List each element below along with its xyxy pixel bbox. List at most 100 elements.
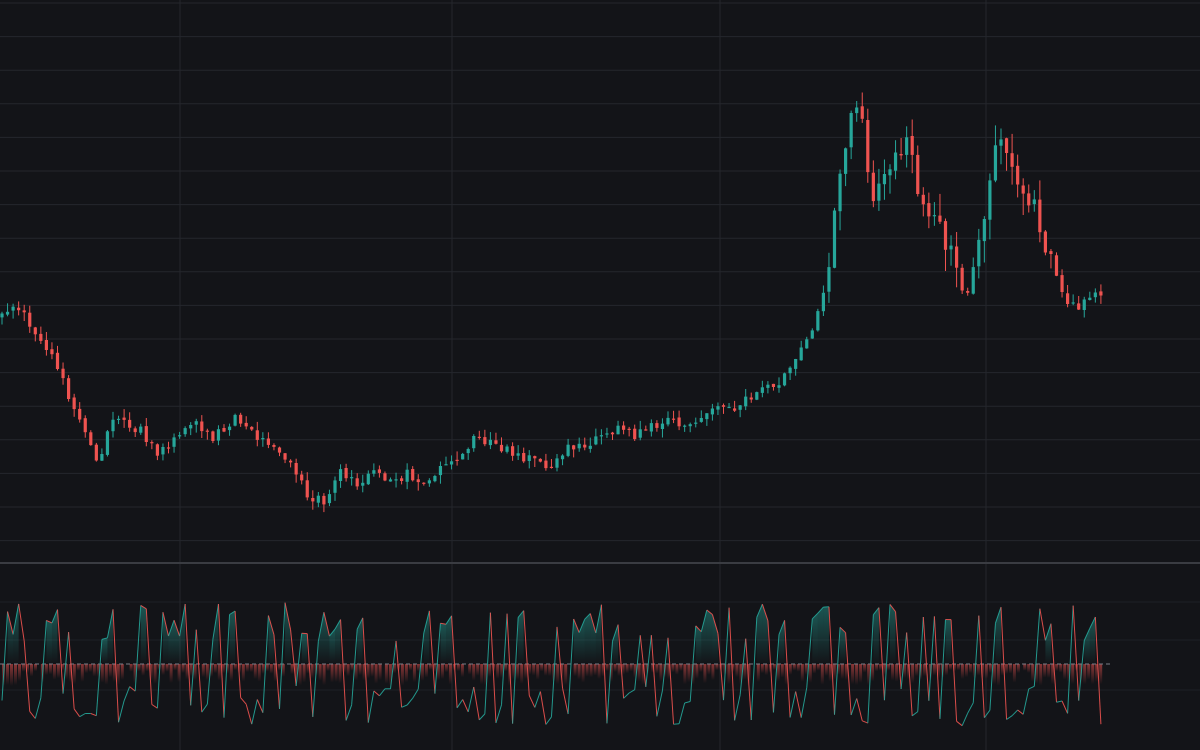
candle-up[interactable] xyxy=(566,444,570,456)
candle-down[interactable] xyxy=(1066,293,1070,304)
candle-up[interactable] xyxy=(216,429,221,441)
candle-down[interactable] xyxy=(511,446,515,456)
candle-up[interactable] xyxy=(877,183,881,201)
candle-up[interactable] xyxy=(194,421,198,425)
candle-down[interactable] xyxy=(155,444,159,456)
candle-up[interactable] xyxy=(988,180,992,220)
candle-up[interactable] xyxy=(527,455,531,461)
candle-up[interactable] xyxy=(555,458,559,468)
candle-up[interactable] xyxy=(971,267,975,294)
candle-up[interactable] xyxy=(977,239,981,267)
candle-down[interactable] xyxy=(771,383,776,387)
candle-down[interactable] xyxy=(1027,193,1031,206)
candle-down[interactable] xyxy=(866,120,870,173)
candle-up[interactable] xyxy=(794,359,798,369)
candle-up[interactable] xyxy=(183,428,187,435)
candle-up[interactable] xyxy=(649,423,653,432)
candle-up[interactable] xyxy=(1088,297,1092,300)
candle-up[interactable] xyxy=(827,267,831,292)
candle-down[interactable] xyxy=(633,428,637,440)
candle-up[interactable] xyxy=(466,449,470,454)
candle-down[interactable] xyxy=(583,444,587,448)
candle-down[interactable] xyxy=(610,432,615,435)
candle-up[interactable] xyxy=(744,396,748,407)
candle-down[interactable] xyxy=(39,333,43,341)
candle-up[interactable] xyxy=(438,466,443,476)
candle-down[interactable] xyxy=(960,267,964,291)
candle-down[interactable] xyxy=(272,445,276,447)
candle-down[interactable] xyxy=(78,408,82,420)
candle-down[interactable] xyxy=(61,368,65,379)
candle-down[interactable] xyxy=(938,215,942,222)
candle-up[interactable] xyxy=(688,424,692,427)
candle-down[interactable] xyxy=(133,428,137,433)
candle-down[interactable] xyxy=(355,478,359,487)
candle-up[interactable] xyxy=(5,311,10,315)
candle-up[interactable] xyxy=(993,145,998,181)
candle-down[interactable] xyxy=(150,442,154,444)
candle-down[interactable] xyxy=(1054,255,1059,276)
candle-down[interactable] xyxy=(455,459,459,461)
candle-up[interactable] xyxy=(799,347,803,361)
candle-up[interactable] xyxy=(805,339,809,349)
candle-up[interactable] xyxy=(433,476,437,482)
candle-up[interactable] xyxy=(660,423,665,429)
candle-down[interactable] xyxy=(538,458,542,462)
candle-up[interactable] xyxy=(461,453,465,460)
candle-down[interactable] xyxy=(300,474,304,481)
candle-down[interactable] xyxy=(50,349,54,355)
candle-up[interactable] xyxy=(832,210,837,268)
candle-up[interactable] xyxy=(905,137,909,155)
candle-up[interactable] xyxy=(261,438,265,440)
candle-down[interactable] xyxy=(749,397,753,400)
candle-up[interactable] xyxy=(1082,299,1086,311)
candle-up[interactable] xyxy=(560,455,565,460)
candle-down[interactable] xyxy=(322,495,326,505)
candle-up[interactable] xyxy=(638,429,642,438)
candle-up[interactable] xyxy=(738,405,742,410)
candle-up[interactable] xyxy=(810,330,814,339)
candle-up[interactable] xyxy=(716,406,720,410)
candle-down[interactable] xyxy=(910,136,914,155)
candle-down[interactable] xyxy=(622,425,626,430)
candle-up[interactable] xyxy=(116,418,121,420)
candle-down[interactable] xyxy=(1038,199,1042,233)
candle-down[interactable] xyxy=(655,423,659,428)
candle-up[interactable] xyxy=(605,433,609,435)
candle-down[interactable] xyxy=(383,473,387,481)
candle-up[interactable] xyxy=(755,392,759,400)
candle-down[interactable] xyxy=(72,397,76,410)
candle-down[interactable] xyxy=(94,444,98,461)
candle-up[interactable] xyxy=(394,479,398,481)
candle-up[interactable] xyxy=(472,436,476,449)
candle-up[interactable] xyxy=(111,419,115,432)
candle-up[interactable] xyxy=(0,313,4,318)
candle-down[interactable] xyxy=(205,430,209,432)
candle-down[interactable] xyxy=(921,194,925,205)
candle-up[interactable] xyxy=(333,480,337,493)
candle-down[interactable] xyxy=(871,172,875,202)
candle-down[interactable] xyxy=(311,498,315,502)
candle-down[interactable] xyxy=(494,440,498,444)
candle-up[interactable] xyxy=(855,107,859,114)
candle-down[interactable] xyxy=(955,246,959,268)
candle-up[interactable] xyxy=(139,426,143,433)
candle-down[interactable] xyxy=(1099,291,1103,296)
candle-down[interactable] xyxy=(671,418,676,420)
candle-up[interactable] xyxy=(849,113,853,148)
candle-down[interactable] xyxy=(1049,251,1053,254)
candle-up[interactable] xyxy=(388,479,393,482)
candle-up[interactable] xyxy=(888,169,892,176)
candle-up[interactable] xyxy=(710,408,714,415)
candle-down[interactable] xyxy=(89,432,93,446)
candle-down[interactable] xyxy=(122,417,126,420)
candle-up[interactable] xyxy=(1032,199,1036,205)
candle-down[interactable] xyxy=(239,414,243,424)
candle-up[interactable] xyxy=(683,425,687,427)
candle-down[interactable] xyxy=(377,469,381,473)
candle-down[interactable] xyxy=(400,478,404,481)
candle-down[interactable] xyxy=(344,468,348,479)
candle-down[interactable] xyxy=(250,426,254,430)
candle-up[interactable] xyxy=(366,473,370,485)
